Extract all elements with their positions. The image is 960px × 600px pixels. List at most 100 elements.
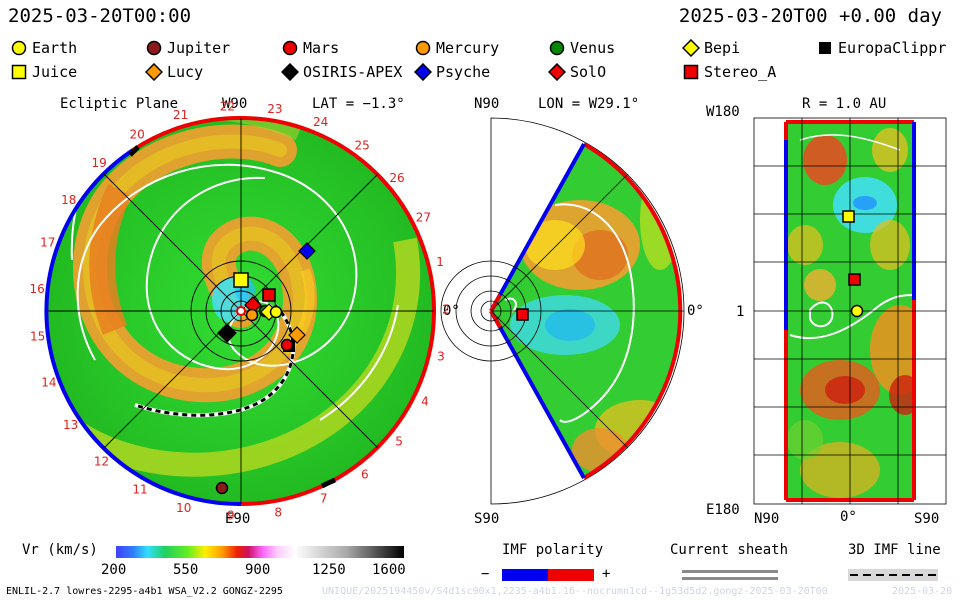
velocity-colorbar — [116, 546, 404, 558]
stereo-a-marker — [262, 288, 276, 302]
legend-label: SolO — [570, 63, 607, 81]
diamond-icon — [682, 39, 700, 57]
carrington-tick-label: 9 — [227, 509, 235, 523]
carrington-tick-label: 15 — [30, 330, 45, 344]
imf-plus: + — [602, 566, 611, 582]
legend-item-solo: SolO — [548, 63, 606, 81]
colorbar-tick: 550 — [173, 562, 199, 578]
legend-label: Juice — [32, 63, 78, 81]
ecliptic-top-label: W90 — [222, 96, 248, 112]
circle-icon — [414, 39, 432, 57]
carrington-tick-label: 20 — [129, 127, 144, 141]
carrington-tick-label: 25 — [354, 139, 369, 153]
colorbar-tick: 900 — [245, 562, 271, 578]
stereo-a-meridional-marker — [516, 308, 529, 321]
legend-item-earth: Earth — [10, 39, 77, 57]
carrington-tick-label: 12 — [94, 454, 109, 468]
meridional-top-label: N90 — [474, 96, 500, 112]
carrington-tick-label: 18 — [61, 193, 76, 207]
carrington-tick-label: 17 — [40, 236, 55, 250]
carrington-tick-label: 2 — [442, 302, 450, 316]
legend-item-osiris-apex: OSIRIS-APEX — [281, 63, 402, 81]
legend-item-europaclipper: EuropaClippr — [816, 39, 946, 57]
carrington-tick-label: 23 — [267, 102, 282, 116]
circle-icon — [548, 39, 566, 57]
carrington-tick-label: 8 — [274, 506, 282, 520]
legend-label: Psyche — [436, 63, 491, 81]
imf-positive-swatch — [548, 569, 594, 581]
colorbar-tick: 1250 — [312, 562, 346, 578]
carrington-tick-label: 3 — [437, 350, 445, 364]
current-sheath-swatch — [682, 570, 778, 573]
ecliptic-lat-label: LAT = −1.3° — [312, 96, 405, 112]
legend-item-venus: Venus — [548, 39, 615, 57]
carrington-tick-label: 14 — [41, 376, 56, 390]
legend-label: Jupiter — [167, 39, 231, 57]
carrington-tick-label: 19 — [91, 156, 106, 170]
left-datetime: 2025-03-20T00:00 — [8, 5, 192, 27]
legend-label: Stereo_A — [704, 63, 777, 81]
legend-item-mercury: Mercury — [414, 39, 499, 57]
ecliptic-bottom-label: E90 — [225, 511, 251, 527]
diamond-icon — [414, 63, 432, 81]
colorbar-label: Vr (km/s) — [22, 542, 98, 558]
legend-label: Bepi — [704, 39, 741, 57]
meridional-plane-panel — [440, 117, 685, 505]
imf-negative-swatch — [502, 569, 548, 581]
imf-polarity-title: IMF polarity — [502, 542, 604, 558]
mercury-marker — [245, 308, 259, 322]
osiris-apex-marker — [217, 323, 237, 343]
carrington-tick-label: 16 — [30, 282, 45, 296]
current-sheath-title: Current sheath — [670, 542, 789, 558]
square-icon — [682, 63, 700, 81]
legend-item-stereo-a: Stereo_A — [682, 63, 776, 81]
carrington-tick-label: 6 — [361, 467, 369, 481]
model-info: ENLIL-2.7 lowres-2295-a4b1 WSA_V2.2 GONG… — [6, 586, 283, 597]
latlon-x-right-label: S90 — [914, 511, 940, 527]
carrington-tick-label: 13 — [63, 418, 78, 432]
stereo-a-latlon-marker — [848, 273, 861, 286]
legend-label: OSIRIS-APEX — [303, 63, 403, 81]
imf-minus: − — [481, 566, 490, 582]
jupiter-marker — [215, 481, 229, 495]
circle-icon — [10, 39, 28, 57]
date-stamp: 2025-03-20 — [892, 586, 953, 597]
ecliptic-title: Ecliptic Plane — [60, 96, 179, 112]
meridional-bottom-label: S90 — [474, 511, 500, 527]
latlon-mid-left-label: 1 — [736, 304, 745, 320]
latlon-top-left-label: W180 — [706, 104, 740, 120]
carrington-tick-label: 1 — [436, 255, 444, 269]
earth-marker — [269, 305, 283, 319]
juice-marker — [233, 272, 249, 288]
carrington-tick-label: 27 — [416, 211, 431, 225]
right-datetime: 2025-03-20T00 +0.00 day — [678, 5, 942, 27]
legend-item-psyche: Psyche — [414, 63, 490, 81]
legend-item-jupiter: Jupiter — [145, 39, 230, 57]
latlon-r-label: R = 1.0 AU — [802, 96, 887, 112]
earth-latlon-marker — [850, 304, 864, 318]
legend-label: Earth — [32, 39, 78, 57]
carrington-tick-label: 11 — [132, 482, 147, 496]
diamond-icon — [281, 63, 299, 81]
diamond-icon — [145, 63, 163, 81]
imf-boundary-negative — [44, 148, 242, 507]
legend-item-lucy: Lucy — [145, 63, 203, 81]
legend-label: Mars — [303, 39, 340, 57]
legend-label: Lucy — [167, 63, 204, 81]
legend-label: Venus — [570, 39, 616, 57]
carrington-tick-label: 22 — [220, 100, 235, 114]
latlon-bottom-left-label: E180 — [706, 502, 740, 518]
ecliptic-markers — [215, 242, 316, 495]
colorbar-tick: 200 — [101, 562, 127, 578]
carrington-tick-label: 4 — [421, 395, 429, 409]
legend-item-mars: Mars — [281, 39, 339, 57]
circle-icon — [145, 39, 163, 57]
colorbar-tick: 1600 — [372, 562, 406, 578]
mars-marker — [280, 338, 294, 352]
psyche-marker — [298, 242, 316, 260]
juice-latlon-marker — [842, 210, 855, 223]
carrington-tick-label: 10 — [176, 501, 191, 515]
square-icon — [10, 63, 28, 81]
